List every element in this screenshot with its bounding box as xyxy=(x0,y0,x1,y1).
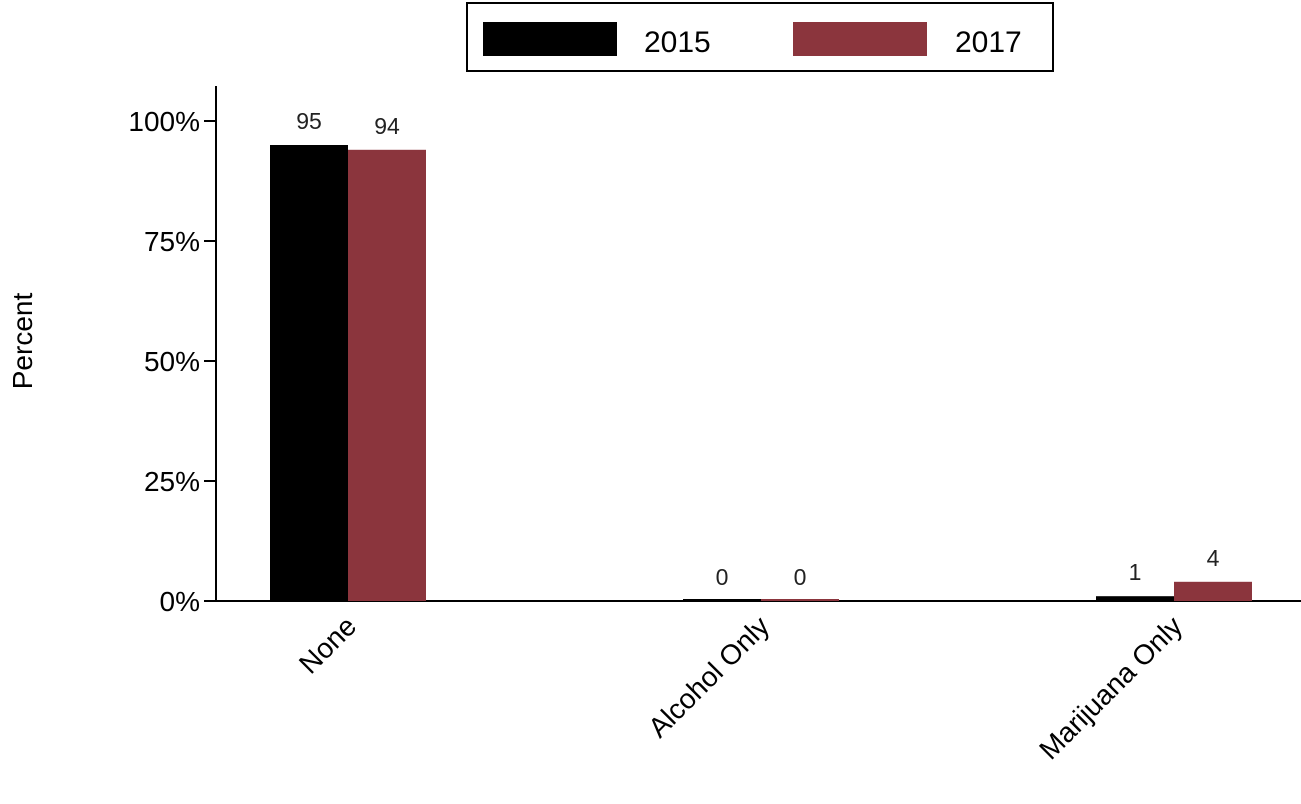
legend-swatch-2015 xyxy=(483,22,617,56)
legend: 2015 2017 xyxy=(466,2,1054,72)
legend-label-2015: 2015 xyxy=(644,26,711,59)
x-tick-label: None xyxy=(293,610,362,679)
legend-swatch-2017 xyxy=(793,22,927,56)
data-label-2015: 95 xyxy=(296,108,322,134)
bar-2017 xyxy=(348,149,426,602)
data-label-2017: 4 xyxy=(1207,545,1220,571)
y-tick-label: 0% xyxy=(160,586,200,617)
y-tick-label: 100% xyxy=(128,106,200,137)
bar-2015 xyxy=(270,145,348,601)
y-tick-label: 25% xyxy=(144,466,200,497)
bar-2015 xyxy=(683,599,761,601)
bar-2017 xyxy=(761,599,839,601)
y-tick-label: 75% xyxy=(144,226,200,257)
y-tick-label: 50% xyxy=(144,346,200,377)
y-axis-ticks: 0% 25% 50% 75% 100% xyxy=(128,106,216,617)
x-tick-label: Marijuana Only xyxy=(1033,610,1188,765)
bar-2015 xyxy=(1096,596,1174,601)
bar-2017 xyxy=(1174,581,1252,601)
data-label-2017: 0 xyxy=(794,564,807,590)
legend-label-2017: 2017 xyxy=(955,26,1022,59)
data-label-2015: 0 xyxy=(716,564,729,590)
data-labels: 959400140011 xyxy=(296,108,1220,590)
x-tick-label: Alcohol Only xyxy=(642,610,775,743)
y-axis-title: Percent xyxy=(7,293,38,390)
data-label-2017: 94 xyxy=(374,113,400,139)
data-label-2015: 1 xyxy=(1129,559,1142,585)
bars xyxy=(270,145,1252,602)
